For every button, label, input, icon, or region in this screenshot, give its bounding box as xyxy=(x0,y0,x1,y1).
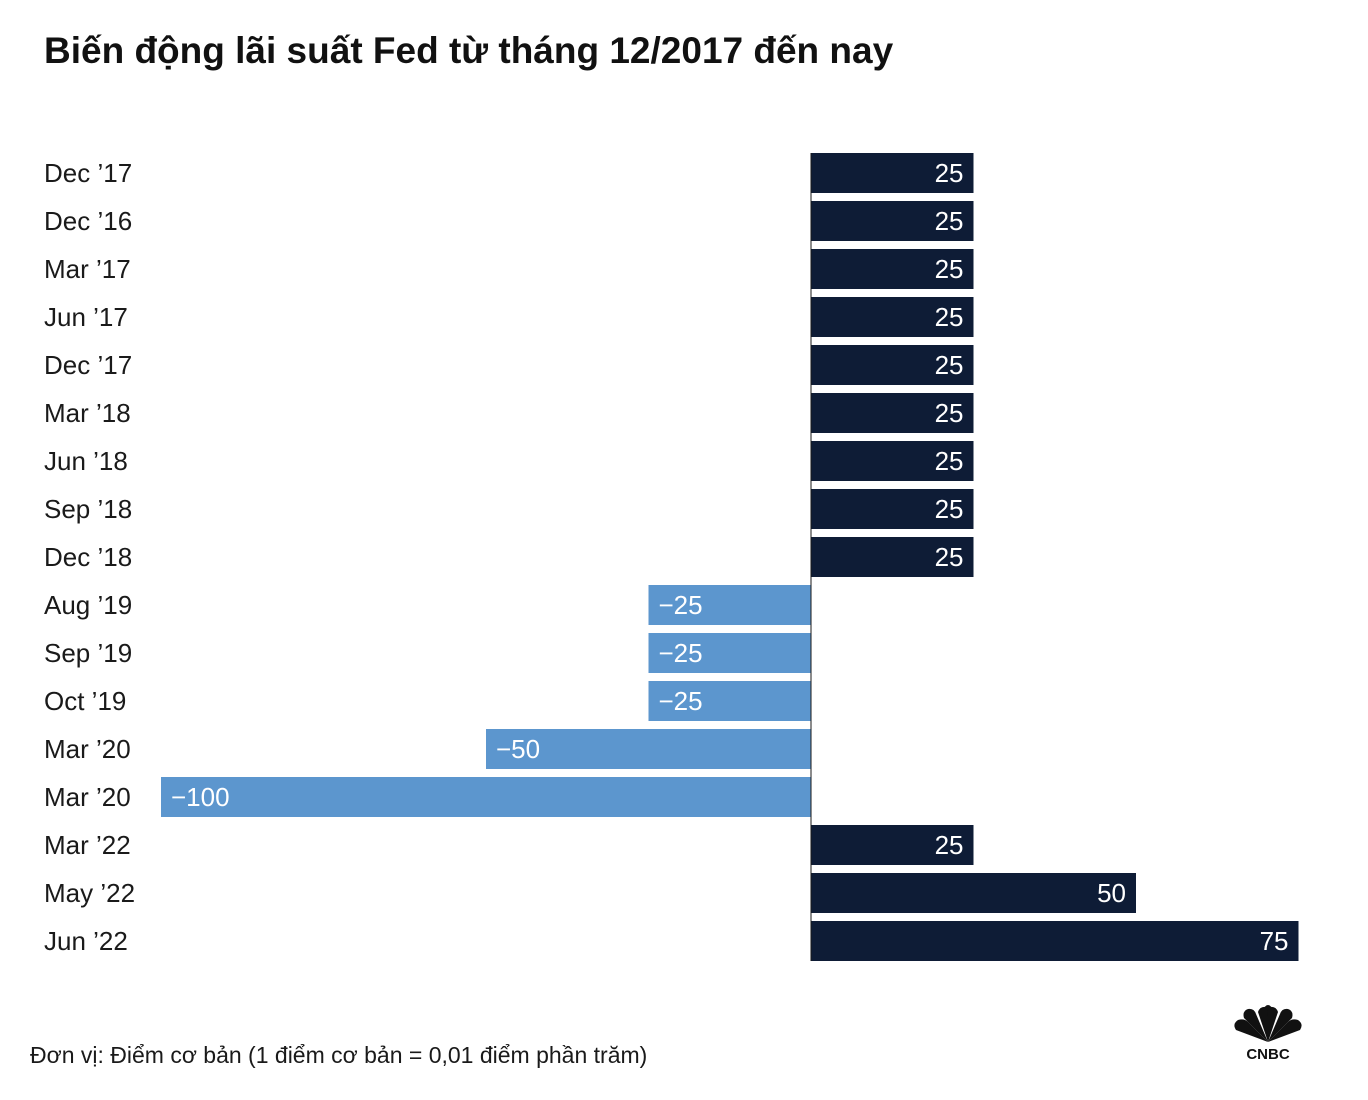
bar-11 xyxy=(648,681,811,721)
bar-6 xyxy=(811,441,974,481)
peacock-icon xyxy=(1234,1005,1302,1042)
bar-15 xyxy=(811,873,1136,913)
bar-2 xyxy=(811,249,974,289)
value-label-14: 25 xyxy=(935,830,964,860)
bar-10 xyxy=(648,633,811,673)
bar-chart: Dec ’17 25 Dec ’16 25 Mar ’17 25 Jun ’17 25 Dec … xyxy=(44,153,1299,961)
category-label-15: May ’22 xyxy=(44,878,135,908)
value-label-2: 25 xyxy=(935,254,964,284)
bar-5 xyxy=(811,393,974,433)
value-label-5: 25 xyxy=(935,398,964,428)
bar-16 xyxy=(811,921,1299,961)
category-label-16: Jun ’22 xyxy=(44,926,128,956)
category-label-5: Mar ’18 xyxy=(44,398,131,428)
value-label-3: 25 xyxy=(935,302,964,332)
value-label-10: −25 xyxy=(659,638,703,668)
value-label-13: −100 xyxy=(171,782,230,812)
category-label-9: Aug ’19 xyxy=(44,590,132,620)
value-label-6: 25 xyxy=(935,446,964,476)
bar-1 xyxy=(811,201,974,241)
value-label-15: 50 xyxy=(1097,878,1126,908)
value-label-16: 75 xyxy=(1260,926,1289,956)
bars-layer xyxy=(161,153,1299,961)
value-label-11: −25 xyxy=(659,686,703,716)
cnbc-logo: CNBC xyxy=(1234,1005,1302,1062)
category-label-8: Dec ’18 xyxy=(44,542,132,572)
value-label-12: −50 xyxy=(496,734,540,764)
bar-3 xyxy=(811,297,974,337)
category-label-1: Dec ’16 xyxy=(44,206,132,236)
category-label-4: Dec ’17 xyxy=(44,350,132,380)
category-label-10: Sep ’19 xyxy=(44,638,132,668)
footnote: Đơn vị: Điểm cơ bản (1 điểm cơ bản = 0,0… xyxy=(30,1042,648,1068)
labels-layer: Dec ’17 25 Dec ’16 25 Mar ’17 25 Jun ’17 25 Dec … xyxy=(44,158,1289,956)
bar-8 xyxy=(811,537,974,577)
category-label-11: Oct ’19 xyxy=(44,686,126,716)
value-label-0: 25 xyxy=(935,158,964,188)
category-label-7: Sep ’18 xyxy=(44,494,132,524)
bar-0 xyxy=(811,153,974,193)
value-label-9: −25 xyxy=(659,590,703,620)
category-label-6: Jun ’18 xyxy=(44,446,128,476)
bar-12 xyxy=(486,729,811,769)
category-label-2: Mar ’17 xyxy=(44,254,131,284)
bar-9 xyxy=(648,585,811,625)
bar-4 xyxy=(811,345,974,385)
category-label-14: Mar ’22 xyxy=(44,830,131,860)
value-label-8: 25 xyxy=(935,542,964,572)
category-label-13: Mar ’20 xyxy=(44,782,131,812)
bar-7 xyxy=(811,489,974,529)
value-label-7: 25 xyxy=(935,494,964,524)
value-label-1: 25 xyxy=(935,206,964,236)
bar-13 xyxy=(161,777,811,817)
chart-title: Biến động lãi suất Fed từ tháng 12/2017 … xyxy=(44,30,894,71)
category-label-3: Jun ’17 xyxy=(44,302,128,332)
value-label-4: 25 xyxy=(935,350,964,380)
category-label-0: Dec ’17 xyxy=(44,158,132,188)
category-label-12: Mar ’20 xyxy=(44,734,131,764)
bar-14 xyxy=(811,825,974,865)
logo-text: CNBC xyxy=(1246,1046,1289,1062)
